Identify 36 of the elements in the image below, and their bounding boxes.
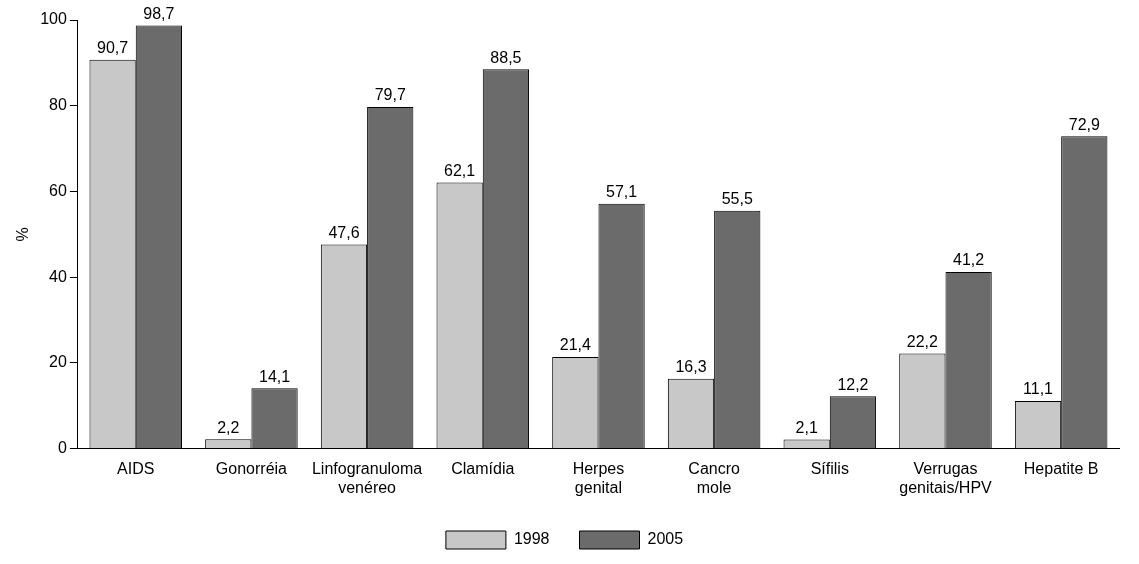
data-label: 72,9 [1068, 115, 1100, 133]
data-label: 79,7 [374, 86, 406, 104]
y-tick-label: 40 [49, 267, 67, 285]
data-label: 98,7 [143, 4, 175, 22]
x-tick-label: Hepatite B [1023, 459, 1099, 477]
data-label: 21,4 [559, 336, 591, 354]
y-tick-label: 80 [49, 96, 67, 114]
x-tick-label: Clamídia [451, 459, 515, 477]
data-label: 2,2 [217, 418, 240, 436]
y-axis-title: % [14, 227, 32, 242]
data-label: 14,1 [258, 367, 291, 385]
legend-label: 1998 [513, 530, 550, 548]
data-label: 12,2 [837, 375, 869, 393]
data-label: 88,5 [490, 48, 522, 66]
x-tick-label: Cancro mole [688, 459, 741, 496]
data-label: 2,1 [795, 419, 818, 437]
x-tick-label: AIDS [117, 459, 155, 477]
legend-label: 2005 [647, 530, 684, 548]
data-label: 47,6 [328, 223, 360, 241]
data-label: 16,3 [675, 358, 707, 376]
x-tick-label: Gonorréia [215, 459, 288, 477]
x-tick-label: Herpes genital [572, 459, 625, 496]
data-label: 41,2 [953, 251, 985, 269]
data-label: 57,1 [606, 183, 638, 201]
y-tick-label: 100 [40, 10, 67, 28]
y-tick-label: 60 [49, 181, 67, 199]
data-label: 11,1 [1023, 380, 1054, 398]
x-tick-label: Linfogranuloma venéreo [311, 459, 423, 496]
x-tick-label: Verrugas genitais/HPV [899, 459, 993, 496]
y-tick-label: 0 [57, 439, 67, 457]
data-label: 22,2 [906, 332, 939, 350]
data-label: 62,1 [444, 161, 476, 179]
data-label: 55,5 [721, 190, 753, 208]
data-label: 90,7 [97, 39, 129, 57]
y-tick-label: 20 [49, 353, 67, 371]
x-tick-label: Sífilis [810, 459, 849, 477]
